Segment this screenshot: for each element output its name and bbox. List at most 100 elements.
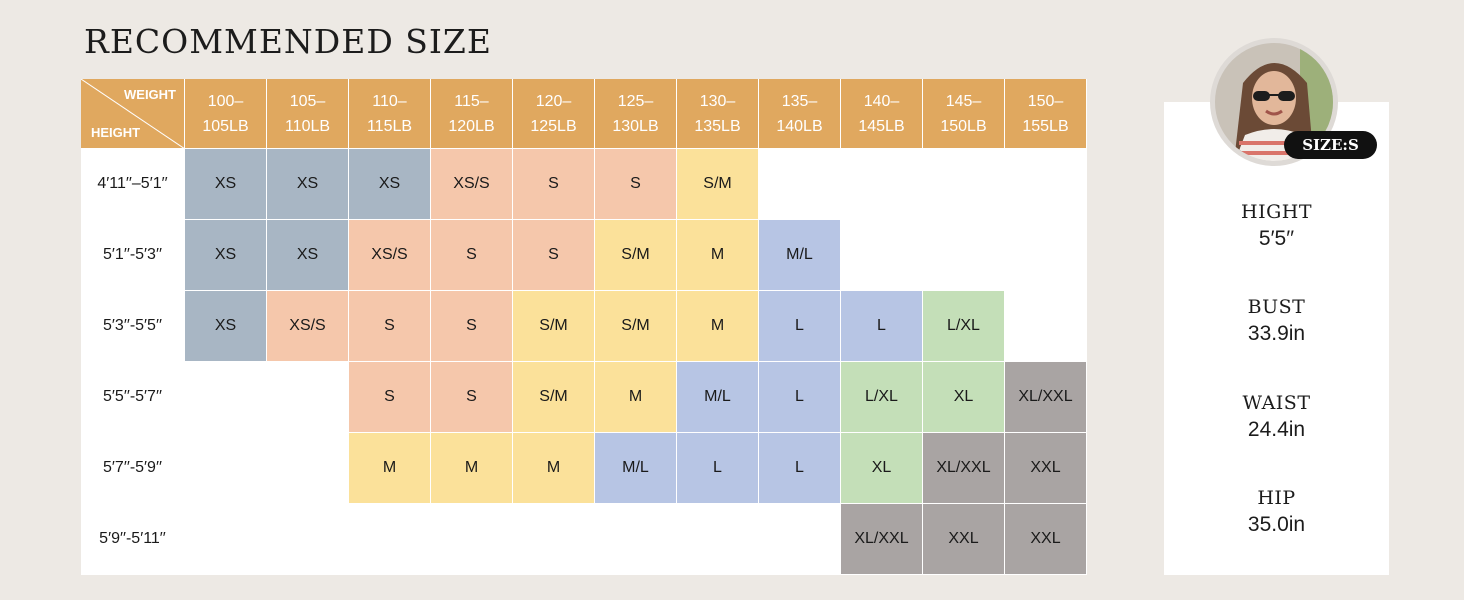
weight-column-header: 150– 155LB [1005, 79, 1087, 149]
height-axis-label: HEIGHT [91, 125, 141, 140]
weight-range-text: 120LB [448, 117, 495, 135]
size-cell: S [431, 220, 513, 291]
measurement-label: HIGHT [1241, 201, 1312, 223]
size-cell: XS/S [349, 220, 431, 291]
empty-cell [267, 433, 349, 504]
weight-column-header: 105– 110LB [267, 79, 349, 149]
weight-range-text: 145LB [858, 117, 905, 135]
empty-cell [185, 504, 267, 575]
empty-cell [513, 504, 595, 575]
height-row-label: 5′1′′-5′3′′ [81, 220, 185, 291]
empty-cell [349, 504, 431, 575]
size-cell: M [677, 291, 759, 362]
weight-column-header: 135– 140LB [759, 79, 841, 149]
size-cell: S [431, 362, 513, 433]
size-cell: M/L [759, 220, 841, 291]
size-cell: XXL [1005, 433, 1087, 504]
empty-cell [759, 149, 841, 220]
weight-range-text: 140LB [776, 117, 823, 135]
size-cell: S [349, 291, 431, 362]
empty-cell [923, 220, 1005, 291]
weight-range-text: 130LB [612, 117, 659, 135]
size-cell: M [513, 433, 595, 504]
measurement-value: 33.9in [1247, 322, 1306, 345]
weight-column-header: 130– 135LB [677, 79, 759, 149]
weight-column-header: 145– 150LB [923, 79, 1005, 149]
size-cell: S/M [677, 149, 759, 220]
weight-column-header: 115– 120LB [431, 79, 513, 149]
empty-cell [267, 504, 349, 575]
measurement-value: 35.0in [1247, 513, 1306, 536]
height-row-label: 5′9′′-5′11′′ [81, 504, 185, 575]
size-cell: M/L [677, 362, 759, 433]
weight-range-text: 110LB [284, 117, 331, 135]
measurement-value: 5′5′′ [1258, 227, 1295, 250]
corner-header: WEIGHT HEIGHT [81, 79, 185, 149]
size-cell: XS [185, 291, 267, 362]
size-cell: S/M [513, 362, 595, 433]
size-cell: M [677, 220, 759, 291]
measurement-waist: WAIST 24.4in [1164, 391, 1389, 445]
size-cell: M [349, 433, 431, 504]
size-cell: L [759, 291, 841, 362]
height-row-label: 4′11′′–5′1′′ [81, 149, 185, 220]
model-info-panel [1164, 102, 1389, 575]
empty-cell [841, 220, 923, 291]
weight-range-text: 110– [372, 92, 407, 110]
weight-range-text: 135LB [694, 117, 741, 135]
size-cell: XS [185, 149, 267, 220]
empty-cell [431, 504, 513, 575]
page-title: RECOMMENDED SIZE [84, 22, 492, 61]
weight-range-text: 140– [863, 92, 900, 110]
size-cell: L/XL [841, 362, 923, 433]
empty-cell [185, 433, 267, 504]
size-cell: XL/XXL [923, 433, 1005, 504]
size-cell: L [677, 433, 759, 504]
empty-cell [1005, 149, 1087, 220]
weight-range-text: 105LB [202, 117, 249, 135]
size-cell: XL/XXL [1005, 362, 1087, 433]
weight-range-text: 145– [945, 92, 982, 110]
weight-range-text: 150LB [940, 117, 987, 135]
weight-range-text: 115LB [366, 117, 413, 135]
weight-range-text: 155LB [1022, 117, 1069, 135]
weight-column-header: 110– 115LB [349, 79, 431, 149]
empty-cell [759, 504, 841, 575]
weight-range-text: 105– [289, 92, 326, 110]
empty-cell [677, 504, 759, 575]
size-cell: M [595, 362, 677, 433]
size-cell: S/M [595, 291, 677, 362]
size-chart-table: WEIGHT HEIGHT 100– 105LB 105– 110LB 110– 115L… [81, 79, 1087, 575]
measurement-value: 24.4in [1247, 418, 1306, 441]
weight-column-header: 140– 145LB [841, 79, 923, 149]
size-cell: XS [349, 149, 431, 220]
empty-cell [841, 149, 923, 220]
size-cell: S [595, 149, 677, 220]
measurement-bust: BUST 33.9in [1164, 295, 1389, 349]
size-cell: S/M [513, 291, 595, 362]
weight-column-header: 120– 125LB [513, 79, 595, 149]
empty-cell [267, 362, 349, 433]
weight-range-text: 120– [535, 92, 572, 110]
size-cell: XS [267, 220, 349, 291]
weight-range-text: 125LB [530, 117, 577, 135]
size-cell: XL/XXL [841, 504, 923, 575]
weight-range-text: 100– [207, 92, 244, 110]
size-cell: XS/S [267, 291, 349, 362]
weight-range-text: 130– [699, 92, 736, 110]
empty-cell [595, 504, 677, 575]
size-cell: XL [841, 433, 923, 504]
size-cell: M [431, 433, 513, 504]
size-cell: XXL [923, 504, 1005, 575]
size-cell: XS [267, 149, 349, 220]
size-badge: SIZE:S [1284, 131, 1377, 159]
height-row-label: 5′3′′-5′5′′ [81, 291, 185, 362]
size-cell: XS [185, 220, 267, 291]
size-cell: S/M [595, 220, 677, 291]
size-cell: XL [923, 362, 1005, 433]
size-cell: L/XL [923, 291, 1005, 362]
weight-range-text: 135– [781, 92, 818, 110]
size-cell: S [513, 149, 595, 220]
size-cell: XS/S [431, 149, 513, 220]
size-cell: L [759, 362, 841, 433]
